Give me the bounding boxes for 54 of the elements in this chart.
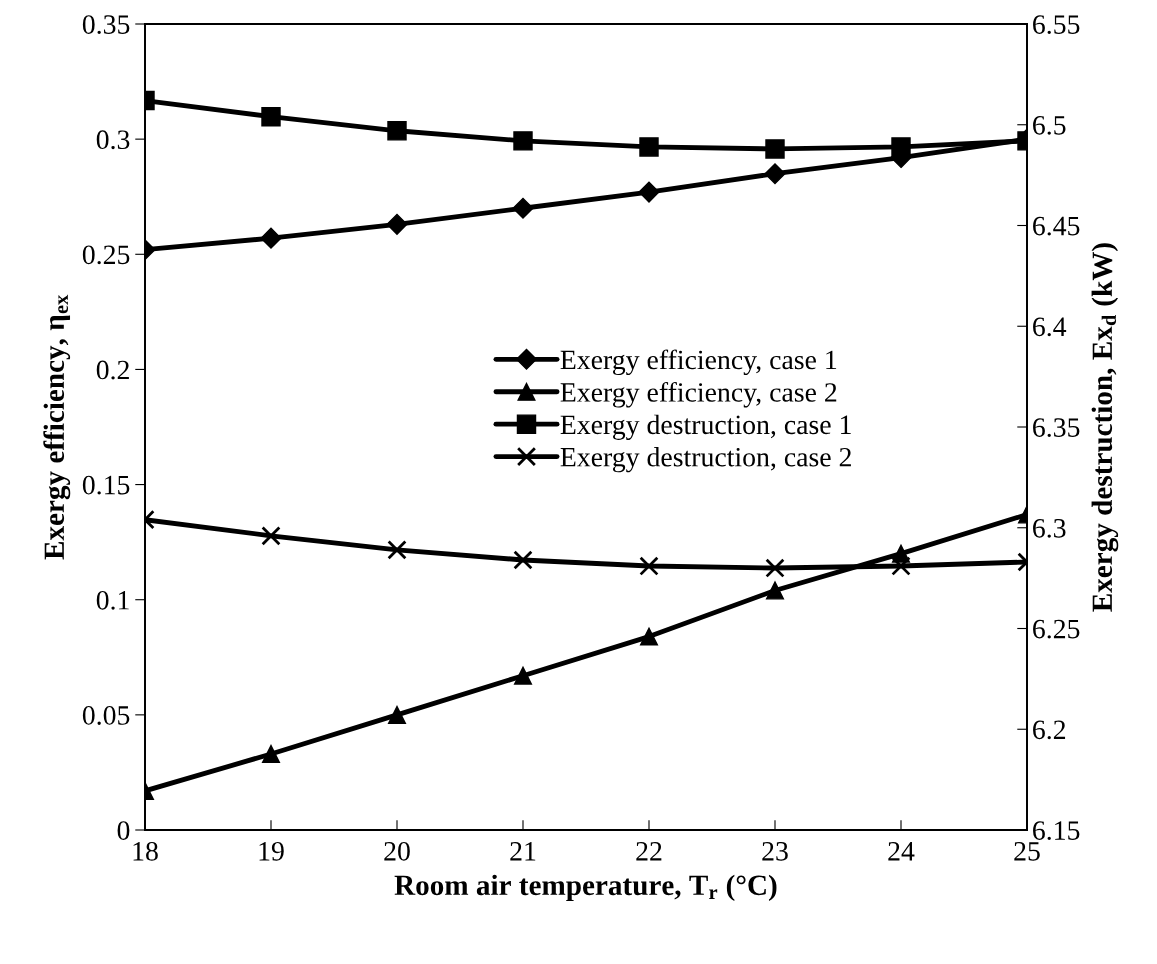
x-tick-label: 20 xyxy=(384,841,410,861)
point xyxy=(513,666,533,685)
point xyxy=(260,227,282,249)
y2-tick-label: 6.55 xyxy=(1033,15,1080,35)
x-tick-label: 21 xyxy=(510,841,536,861)
x-tick-label: 23 xyxy=(762,841,788,861)
y-tick-label: 0.3 xyxy=(96,130,130,150)
point xyxy=(386,213,408,235)
legend-label: Exergy destruction, case 1 xyxy=(560,414,851,440)
point xyxy=(765,139,785,159)
x-tick-label: 18 xyxy=(133,841,158,861)
y-tick-label: 0.35 xyxy=(82,15,130,35)
legend-label: Exergy efficiency, case 2 xyxy=(560,381,837,408)
point xyxy=(639,137,659,157)
x-tick-label: 25 xyxy=(1014,841,1040,861)
x-axis-title: Room air temperature, T$_{r}$ (°C) xyxy=(394,874,777,902)
point xyxy=(513,550,533,570)
point xyxy=(261,744,281,764)
point xyxy=(765,558,785,578)
point xyxy=(765,581,785,600)
point xyxy=(261,526,281,546)
point xyxy=(639,556,659,576)
y2-tick-label: 6.15 xyxy=(1033,821,1080,841)
y2-tick-label: 6.25 xyxy=(1033,619,1080,639)
legend-label: Exergy efficiency, case 1 xyxy=(560,349,837,376)
x-tick-label: 22 xyxy=(636,841,662,861)
point xyxy=(387,540,407,560)
y-tick-label: 0.15 xyxy=(82,475,130,495)
y-tick-label: 0.2 xyxy=(96,360,129,380)
point xyxy=(638,181,660,203)
y-tick-label: 0 xyxy=(117,821,130,840)
x-tick-label: 24 xyxy=(888,841,915,861)
point xyxy=(387,705,407,724)
point xyxy=(513,131,533,151)
y2-tick-label: 6.3 xyxy=(1033,518,1066,538)
point xyxy=(639,627,659,646)
y2-tick-label: 6.35 xyxy=(1033,418,1080,438)
y-tick-label: 0.25 xyxy=(82,245,130,265)
x-tick-label: 19 xyxy=(259,841,284,861)
y2-tick-label: 6.2 xyxy=(1033,720,1066,740)
point xyxy=(891,556,911,576)
y2-axis-title: Exergy destruction, Ex$_{d}$ (kW) xyxy=(1091,243,1119,612)
y2-tick-label: 6.45 xyxy=(1033,216,1080,236)
point xyxy=(261,106,281,127)
y-tick-label: 0.1 xyxy=(96,590,129,610)
legend-label: Exergy destruction, case 2 xyxy=(560,447,851,473)
point xyxy=(387,121,407,141)
point xyxy=(764,163,786,185)
y2-tick-label: 6.5 xyxy=(1033,115,1066,135)
point xyxy=(512,197,534,219)
point xyxy=(891,137,911,157)
y-tick-label: 0.05 xyxy=(82,706,130,725)
y2-tick-label: 6.4 xyxy=(1033,317,1067,337)
y-axis-title: Exergy efficiency, η$_{ex}$ xyxy=(43,294,71,560)
